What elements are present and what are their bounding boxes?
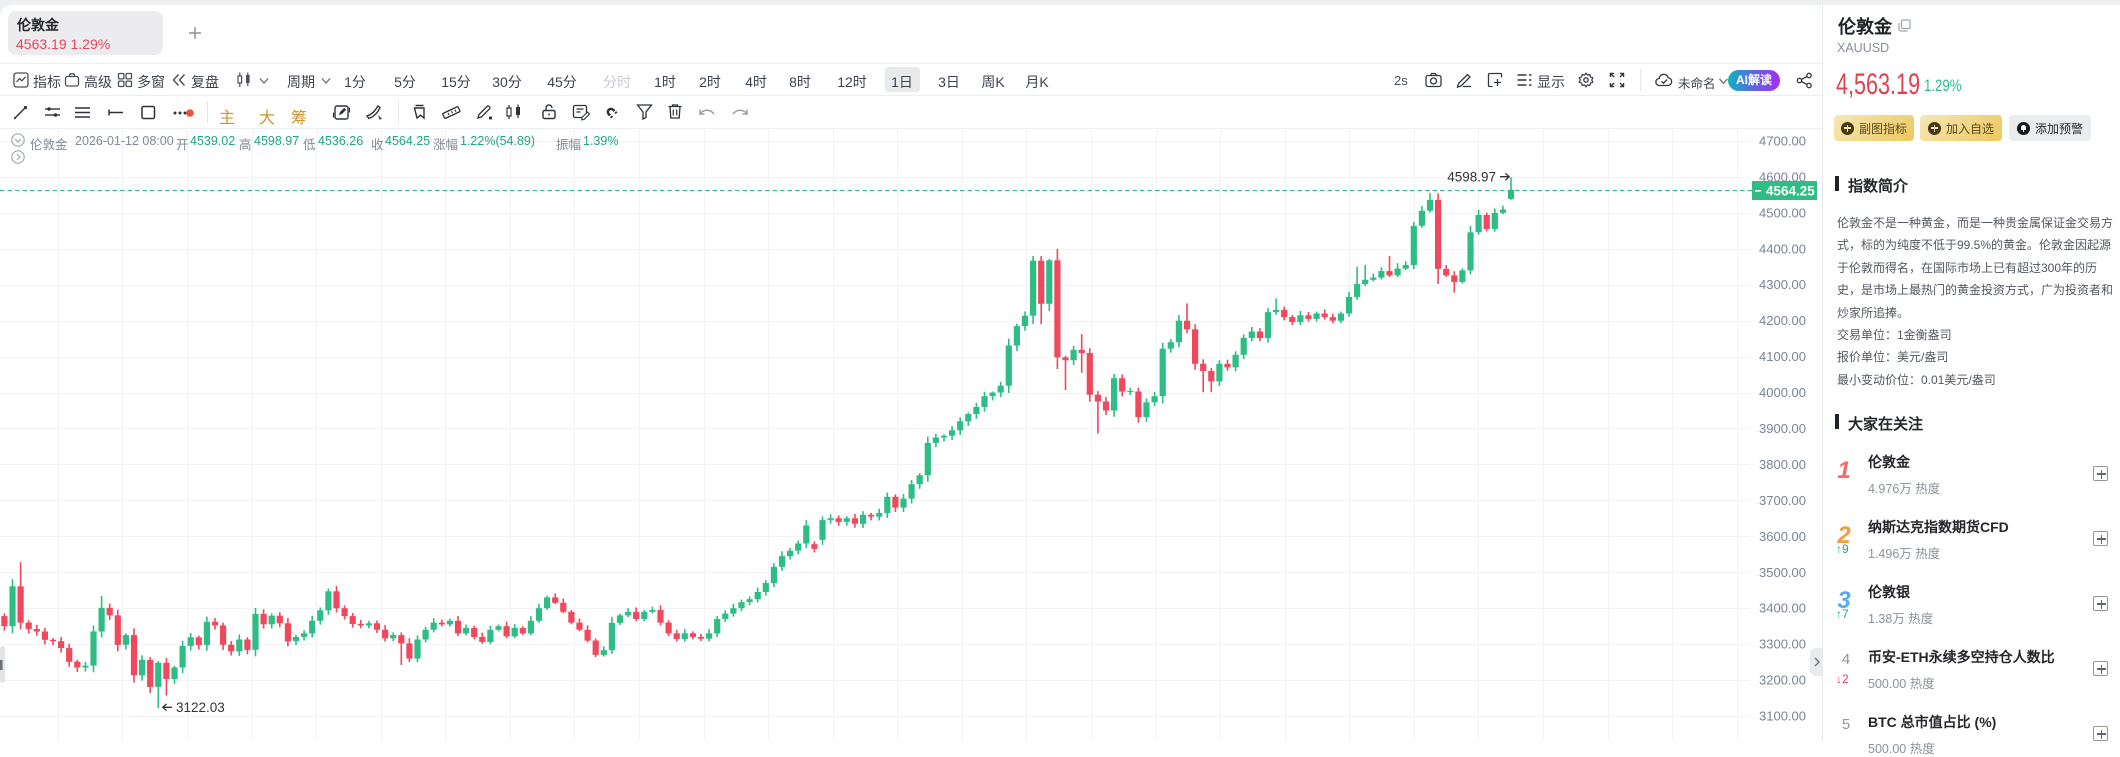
svg-text:3600.00: 3600.00 xyxy=(1759,529,1806,544)
svg-text:4300.00: 4300.00 xyxy=(1759,277,1806,292)
svg-text:3900.00: 3900.00 xyxy=(1759,421,1806,436)
svg-text:4600.00: 4600.00 xyxy=(1759,169,1806,184)
svg-text:3500.00: 3500.00 xyxy=(1759,565,1806,580)
svg-text:3122.03: 3122.03 xyxy=(176,700,225,715)
svg-text:4100.00: 4100.00 xyxy=(1759,349,1806,364)
svg-text:4564.25: 4564.25 xyxy=(1766,184,1815,199)
svg-text:3700.00: 3700.00 xyxy=(1759,493,1806,508)
svg-text:4700.00: 4700.00 xyxy=(1759,134,1806,149)
svg-text:3100.00: 3100.00 xyxy=(1759,709,1806,724)
svg-text:4200.00: 4200.00 xyxy=(1759,313,1806,328)
svg-text:4400.00: 4400.00 xyxy=(1759,241,1806,256)
svg-text:4598.97: 4598.97 xyxy=(1447,170,1496,185)
svg-text:3200.00: 3200.00 xyxy=(1759,673,1806,688)
svg-text:3300.00: 3300.00 xyxy=(1759,637,1806,652)
svg-text:4000.00: 4000.00 xyxy=(1759,385,1806,400)
svg-text:4500.00: 4500.00 xyxy=(1759,205,1806,220)
svg-text:3400.00: 3400.00 xyxy=(1759,601,1806,616)
svg-text:3800.00: 3800.00 xyxy=(1759,457,1806,472)
